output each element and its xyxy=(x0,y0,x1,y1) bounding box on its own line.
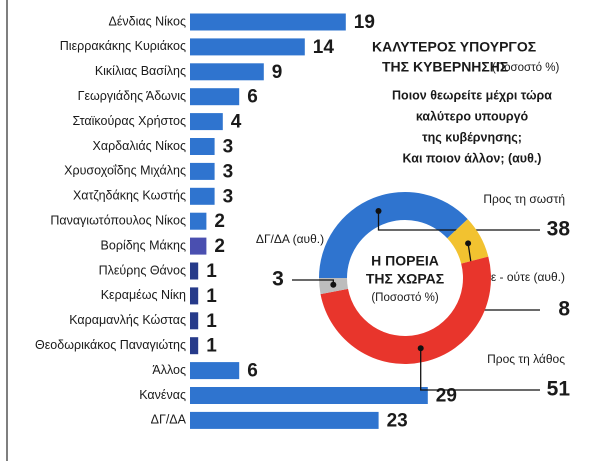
category-label: Κικίλιας Βασίλης xyxy=(95,64,186,78)
category-label: Χατζηδάκης Κωστής xyxy=(73,189,186,203)
category-label: Χρυσοχοΐδης Μιχάλης xyxy=(64,164,186,178)
slice-value: 51 xyxy=(547,378,571,401)
slice-value: 3 xyxy=(272,268,284,291)
slice-value: 8 xyxy=(558,298,570,321)
bar-title: ΤΗΣ ΚΥΒΕΡΝΗΣΗΣ xyxy=(382,59,508,75)
category-label: Γεωργιάδης Άδωνις xyxy=(78,89,186,103)
category-label: Θεοδωρικάκος Παναγιώτης xyxy=(35,338,186,352)
question: της κυβέρνησης; xyxy=(422,130,522,144)
donut-title: Η ΠΟΡΕΙΑ xyxy=(371,253,439,269)
value-label: 9 xyxy=(272,62,283,83)
leader-line xyxy=(292,279,334,285)
bar xyxy=(190,113,223,131)
donut-title: ΤΗΣ ΧΩΡΑΣ xyxy=(366,271,444,287)
value-label: 2 xyxy=(214,236,225,257)
category-label: Χαρδαλιάς Νίκος xyxy=(93,139,187,153)
slice-label: Προς τη λάθος xyxy=(487,352,565,366)
bar xyxy=(190,312,199,330)
category-label: Βορίδης Μάκης xyxy=(101,238,186,252)
value-label: 23 xyxy=(387,410,408,431)
category-label: Κεραμέως Νίκη xyxy=(101,288,186,302)
slice-label: ΔΓ/ΔΑ (αυθ.) xyxy=(256,232,324,246)
bar xyxy=(190,287,199,305)
value-label: 3 xyxy=(223,137,234,158)
value-label: 19 xyxy=(354,12,375,33)
leader-line xyxy=(420,348,540,391)
bar xyxy=(190,138,215,155)
category-label: Παναγιωτόπουλος Νίκος xyxy=(50,213,186,227)
bar xyxy=(190,162,215,180)
value-label: 4 xyxy=(231,112,242,133)
slice-value: 38 xyxy=(547,218,571,241)
bar-subtitle: (Ποσοστό %) xyxy=(492,62,559,74)
bar-title: ΚΑΛΥΤΕΡΟΣ ΥΠΟΥΡΓΟΣ xyxy=(372,39,536,55)
bar xyxy=(190,212,207,230)
value-label: 6 xyxy=(247,361,258,382)
donut-subtitle: (Ποσοστό %) xyxy=(371,292,438,304)
bar xyxy=(190,411,379,429)
donut-slice xyxy=(320,256,491,364)
slice-label: Ούτε - ούτε (αυθ.) xyxy=(470,270,565,284)
category-label: Καραμανλής Κώστας xyxy=(69,313,186,327)
question: Και ποιον άλλον; (αυθ.) xyxy=(403,151,542,165)
value-label: 29 xyxy=(436,386,457,407)
bar xyxy=(190,337,199,355)
bar xyxy=(190,187,215,205)
question: καλύτερο υπουργό xyxy=(416,109,529,123)
category-label: Πλεύρης Θάνος xyxy=(99,263,186,277)
bar xyxy=(190,13,346,31)
value-label: 2 xyxy=(214,211,225,232)
category-label: Άλλος xyxy=(152,363,186,377)
category-label: ΔΓ/ΔΑ xyxy=(151,413,187,427)
category-label: Κανένας xyxy=(139,388,186,402)
category-label: Σταϊκούρας Χρήστος xyxy=(73,114,186,128)
value-label: 1 xyxy=(206,336,217,357)
bar xyxy=(190,387,428,404)
value-label: 3 xyxy=(223,186,234,207)
bar xyxy=(190,362,240,380)
category-label: Πιερρακάκης Κυριάκος xyxy=(60,39,186,53)
value-label: 1 xyxy=(206,286,217,307)
bar xyxy=(190,237,207,255)
bar xyxy=(190,38,305,56)
value-label: 6 xyxy=(247,87,258,108)
category-label: Δένδιας Νίκος xyxy=(108,14,186,28)
bar xyxy=(190,63,264,81)
bar xyxy=(190,262,199,280)
donut-slice xyxy=(319,192,468,278)
bar xyxy=(190,88,240,106)
leader-line xyxy=(377,211,540,231)
value-label: 3 xyxy=(223,161,234,182)
value-label: 1 xyxy=(206,261,217,282)
value-label: 14 xyxy=(313,37,335,58)
question: Ποιον θεωρείτε μέχρι τώρα xyxy=(392,88,552,102)
value-label: 1 xyxy=(206,311,217,332)
slice-label: Προς τη σωστή xyxy=(483,192,565,206)
